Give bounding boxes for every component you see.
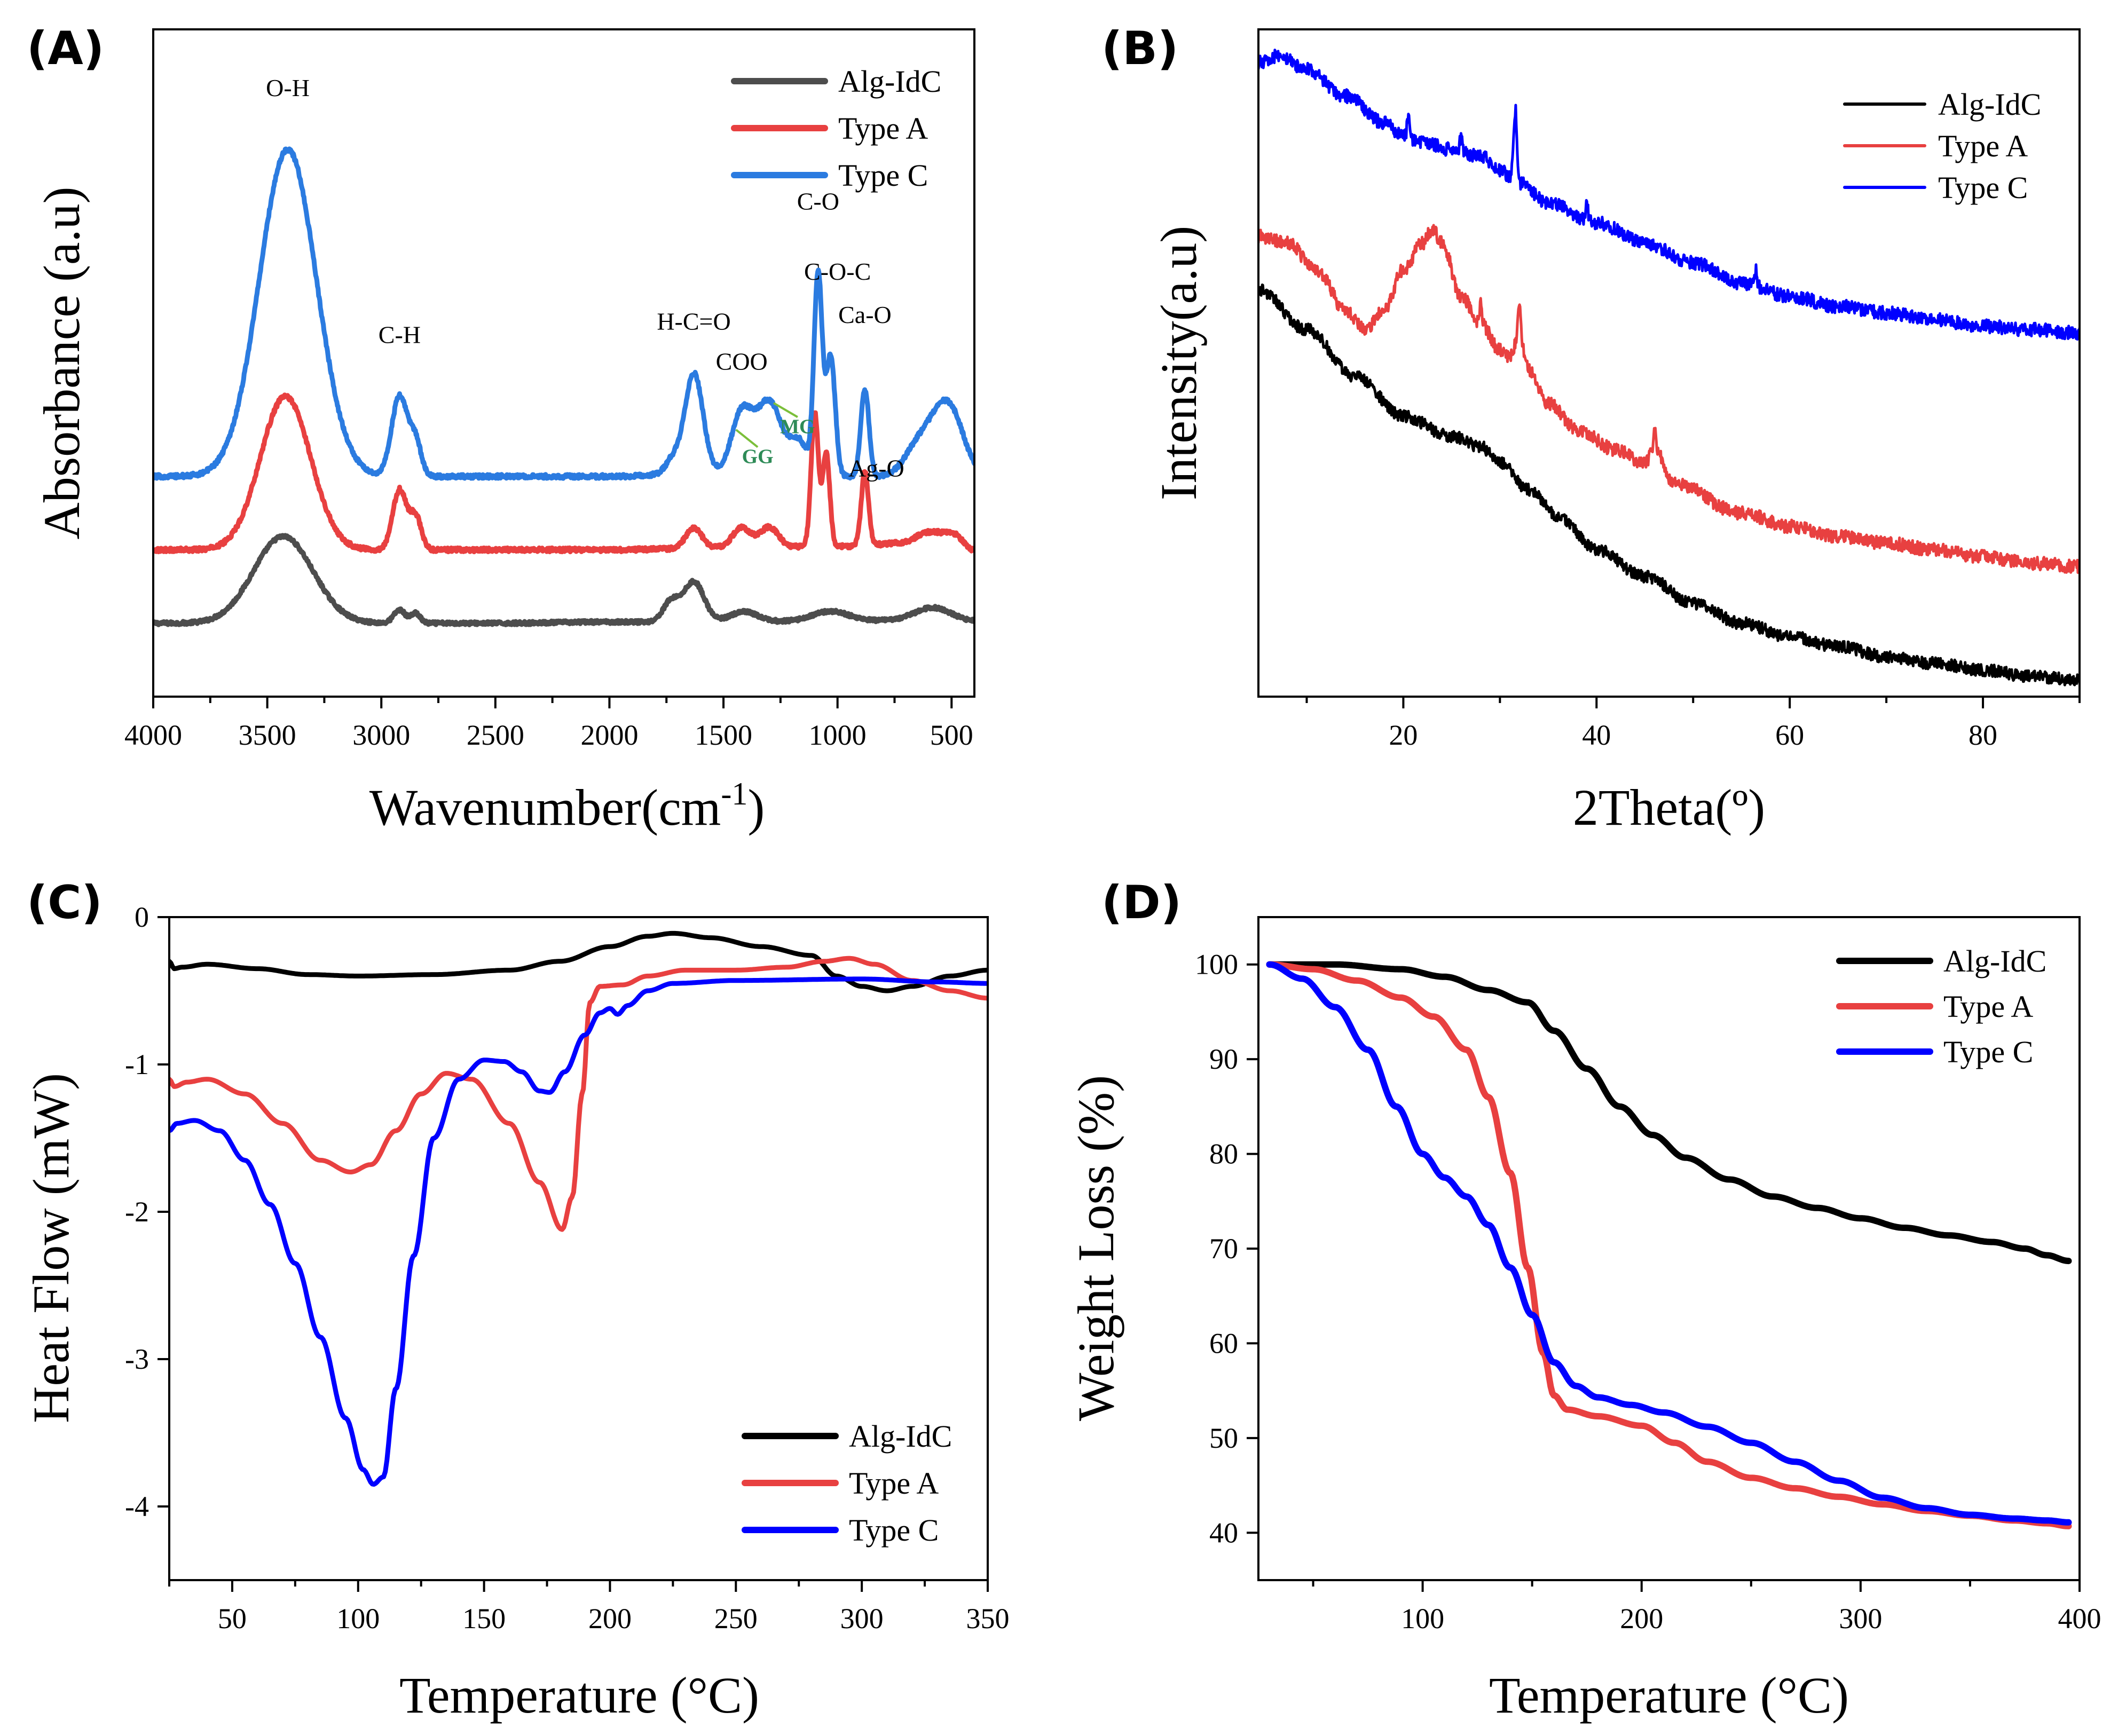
series-line-C-alg-idc xyxy=(169,930,988,993)
y-tick-label-D: 80 xyxy=(1209,1138,1238,1170)
legend-entry-C: Type A xyxy=(849,1466,939,1501)
y-tick-label-D: 60 xyxy=(1209,1327,1238,1359)
x-tick-label-C: 100 xyxy=(336,1603,380,1635)
y-axis-title-D: Weight Loss (%) xyxy=(1067,1075,1124,1421)
y-axis-title-B: Intensity(a.u) xyxy=(1150,226,1207,501)
series-line-D-type-c xyxy=(1266,961,2072,1526)
x-tick-label-A: 4000 xyxy=(124,719,182,751)
legend-entry-D: Type C xyxy=(1943,1035,2033,1069)
y-tick-label-C: -1 xyxy=(125,1048,149,1080)
peak-annotation: Ca-O xyxy=(838,301,892,328)
x-tick-label-C: 150 xyxy=(462,1603,506,1635)
x-tick-label-A: 1000 xyxy=(809,719,867,751)
y-tick-label-D: 40 xyxy=(1209,1517,1238,1549)
annotation-arrow xyxy=(735,429,759,448)
peak-annotation: COO xyxy=(716,348,768,375)
panel-label-A: (A) xyxy=(27,22,104,75)
y-tick-label-D: 50 xyxy=(1209,1422,1238,1454)
legend-entry-D: Alg-IdC xyxy=(1943,944,2046,979)
panel-C: (C) 50 100 150 200 250 300 350 0 -1 -2 -3 -4 Temperat… xyxy=(22,876,1010,1724)
legend-entry-C: Alg-IdC xyxy=(849,1419,952,1454)
peak-annotation: O-H xyxy=(266,74,310,101)
panel-B: (B) 20 40 60 80 2Theta(º) Intensity(a.u) Alg-Id… xyxy=(1101,22,2081,836)
x-tick-label-D: 100 xyxy=(1401,1603,1444,1635)
y-tick-label-C: -4 xyxy=(125,1490,149,1522)
x-tick-label-A: 2500 xyxy=(467,719,524,751)
x-axis-title-A: Wavenumber(cm-1) xyxy=(369,776,765,836)
peak-annotation: GG xyxy=(742,446,774,468)
panel-label-D: (D) xyxy=(1101,876,1182,929)
x-tick-label-A: 500 xyxy=(930,719,973,751)
series-line-C-type-a xyxy=(169,956,988,1232)
annotation-arrow xyxy=(773,402,798,418)
x-axis-title-B: 2Theta(º) xyxy=(1573,779,1765,836)
x-tick-label-D: 200 xyxy=(1620,1603,1663,1635)
peak-annotation: H-C=O xyxy=(657,308,730,335)
panel-D: (D) 100 200 300 400 40 50 60 70 80 90 100 Temperatur… xyxy=(1067,876,2101,1724)
series-line-A-type-c xyxy=(153,146,974,481)
x-tick-label-B: 40 xyxy=(1582,719,1611,751)
y-axis-title-A: Absorbance (a.u) xyxy=(33,186,90,539)
legend-entry-B: Type A xyxy=(1938,129,2028,163)
plot-frame-C xyxy=(168,916,989,1581)
peak-annotation: C-O-C xyxy=(804,258,871,285)
x-tick-label-B: 20 xyxy=(1389,719,1418,751)
series-line-B-alg-idc xyxy=(1258,283,2080,686)
panel-label-C: (C) xyxy=(27,876,103,929)
y-tick-label-D: 90 xyxy=(1209,1043,1238,1075)
legend-entry-B: Type C xyxy=(1938,170,2028,205)
peak-annotation: C-H xyxy=(379,321,421,349)
plot-frame-A xyxy=(152,28,975,698)
y-tick-label-C: -3 xyxy=(125,1343,149,1375)
y-tick-label-D: 70 xyxy=(1209,1233,1238,1265)
legend-entry-A: Type A xyxy=(838,111,928,146)
plot-frame-B xyxy=(1257,28,2081,698)
x-tick-label-C: 350 xyxy=(966,1603,1010,1635)
x-tick-label-D: 400 xyxy=(2058,1603,2101,1635)
x-tick-label-C: 200 xyxy=(588,1603,632,1635)
series-line-A-alg-idc xyxy=(153,533,974,627)
series-line-B-type-c xyxy=(1258,49,2080,341)
y-tick-label-C: 0 xyxy=(135,901,149,933)
x-tick-label-C: 300 xyxy=(840,1603,884,1635)
legend-entry-A: Alg-IdC xyxy=(838,64,941,99)
legend-entry-D: Type A xyxy=(1943,989,2033,1024)
series-line-C-type-c xyxy=(169,976,988,1487)
x-axis-title-D: Temperature (°C) xyxy=(1489,1667,1849,1724)
panel-label-B: (B) xyxy=(1101,22,1178,75)
x-tick-label-D: 300 xyxy=(1839,1603,1882,1635)
peak-annotation: MG xyxy=(780,415,815,438)
peak-annotation: C-O xyxy=(797,188,839,215)
x-tick-label-A: 1500 xyxy=(695,719,752,751)
legend-entry-C: Type C xyxy=(849,1513,939,1548)
series-line-A-type-a xyxy=(153,392,974,555)
x-tick-label-A: 2000 xyxy=(580,719,638,751)
legend-entry-A: Type C xyxy=(838,158,928,193)
x-tick-label-B: 80 xyxy=(1969,719,1997,751)
x-tick-label-A: 3500 xyxy=(239,719,296,751)
series-line-B-type-a xyxy=(1258,224,2080,574)
legend-entry-B: Alg-IdC xyxy=(1938,87,2041,122)
x-axis-title-C: Temperature (°C) xyxy=(399,1667,759,1724)
x-tick-label-B: 60 xyxy=(1775,719,1804,751)
y-tick-label-D: 100 xyxy=(1195,949,1238,981)
x-tick-label-A: 3000 xyxy=(352,719,410,751)
series-line-D-alg-idc xyxy=(1266,961,2072,1265)
y-axis-title-C: Heat Flow (mW) xyxy=(22,1073,80,1423)
x-tick-label-C: 250 xyxy=(714,1603,758,1635)
peak-annotation: Ag-O xyxy=(848,455,904,482)
y-tick-label-C: -2 xyxy=(125,1196,149,1228)
x-tick-label-C: 50 xyxy=(218,1603,247,1635)
panel-A: (A) 4000 3500 3000 2500 2000 1500 1000 500 Wavenu… xyxy=(27,22,975,836)
